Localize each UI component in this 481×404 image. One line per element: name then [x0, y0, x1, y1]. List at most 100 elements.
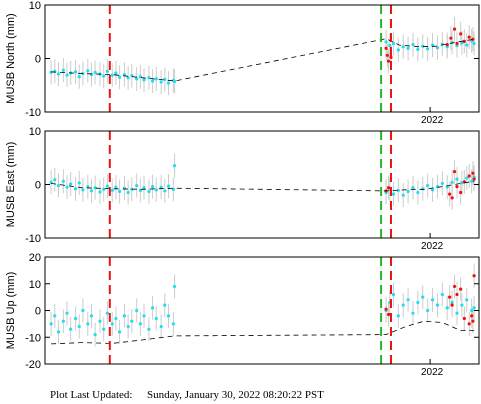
trend-line: [51, 38, 475, 82]
data-point-highlight: [467, 174, 471, 178]
data-point-highlight: [448, 192, 452, 196]
data-point: [460, 303, 464, 307]
data-point: [65, 311, 69, 315]
year-tick-label: 2022: [421, 115, 444, 126]
data-point: [150, 185, 155, 189]
data-point: [426, 47, 430, 51]
data-point: [93, 332, 97, 337]
data-point: [73, 187, 78, 191]
data-point-highlight: [471, 37, 475, 41]
data-point: [53, 178, 57, 182]
data-point: [396, 48, 400, 52]
data-point-highlight: [450, 303, 454, 307]
data-point: [77, 324, 81, 329]
data-point: [470, 308, 474, 313]
data-point-highlight: [462, 39, 466, 43]
data-point: [122, 314, 127, 318]
data-point: [172, 79, 177, 84]
data-point: [110, 73, 114, 77]
data-point: [172, 164, 177, 168]
data-point-highlight: [389, 55, 393, 60]
data-point: [110, 188, 114, 192]
data-point: [416, 300, 420, 305]
data-point: [472, 41, 476, 46]
data-point: [126, 76, 130, 80]
data-point: [114, 316, 118, 321]
y-tick-label: 0: [35, 180, 41, 192]
data-point: [421, 187, 425, 191]
data-point: [102, 187, 106, 191]
data-point: [430, 188, 435, 192]
data-point: [396, 188, 400, 192]
data-point-highlight: [471, 171, 475, 175]
data-point: [53, 314, 57, 318]
data-point-highlight: [448, 295, 452, 299]
data-point: [65, 185, 69, 189]
data-point: [384, 40, 388, 44]
data-point: [396, 314, 400, 318]
data-point: [56, 330, 61, 334]
data-point: [154, 316, 158, 321]
data-point: [150, 79, 155, 83]
data-point: [147, 189, 151, 194]
data-point: [142, 314, 146, 318]
y-axis-title: MUSB North (mm): [5, 13, 17, 103]
data-point: [391, 192, 396, 196]
data-point: [426, 183, 430, 188]
y-tick-label: 0: [35, 306, 41, 318]
data-point: [472, 306, 476, 310]
data-point: [135, 308, 139, 313]
data-point: [61, 319, 65, 323]
y-tick-label: -20: [25, 359, 41, 371]
data-point: [426, 308, 430, 313]
data-point: [89, 314, 94, 318]
data-point: [61, 68, 65, 72]
data-point: [450, 180, 454, 184]
data-point: [98, 190, 102, 194]
data-point-highlight: [472, 177, 476, 181]
data-point: [86, 185, 90, 189]
data-point-highlight: [459, 32, 463, 36]
data-point: [61, 179, 65, 183]
data-point: [49, 70, 53, 75]
data-point: [102, 327, 106, 331]
data-point: [69, 182, 73, 186]
data-point: [388, 44, 392, 48]
data-point-highlight: [445, 42, 449, 47]
footer-label: Plot Last Updated:: [50, 389, 133, 401]
data-point-highlight: [459, 287, 463, 291]
data-point-highlight: [386, 59, 391, 63]
data-point: [77, 75, 81, 79]
data-point: [159, 324, 163, 329]
data-point: [411, 186, 415, 190]
data-point: [56, 183, 61, 188]
data-point: [126, 324, 130, 329]
data-point: [450, 300, 454, 305]
data-point: [391, 41, 396, 46]
data-point: [73, 70, 78, 74]
y-tick-label: 0: [35, 54, 41, 66]
data-point: [445, 185, 449, 189]
data-point-highlight: [452, 284, 457, 289]
data-point: [430, 298, 435, 302]
data-point: [470, 179, 474, 183]
data-point-highlight: [472, 274, 476, 278]
data-point: [440, 292, 444, 297]
data-point: [135, 77, 139, 81]
data-point: [102, 74, 106, 78]
data-point: [172, 284, 177, 289]
data-point: [401, 45, 405, 49]
data-point-highlight: [386, 312, 391, 317]
data-point: [163, 77, 167, 81]
y-tick-label: 10: [29, 0, 41, 12]
data-point: [105, 184, 109, 188]
data-point: [138, 322, 142, 326]
data-point-highlight: [449, 36, 453, 40]
y-axis-title: MUSB Up (mm): [5, 272, 17, 350]
data-point: [56, 72, 61, 76]
data-point: [171, 322, 175, 326]
data-point: [455, 177, 459, 181]
data-point: [114, 185, 118, 189]
data-point: [435, 185, 440, 189]
data-point: [154, 77, 158, 81]
